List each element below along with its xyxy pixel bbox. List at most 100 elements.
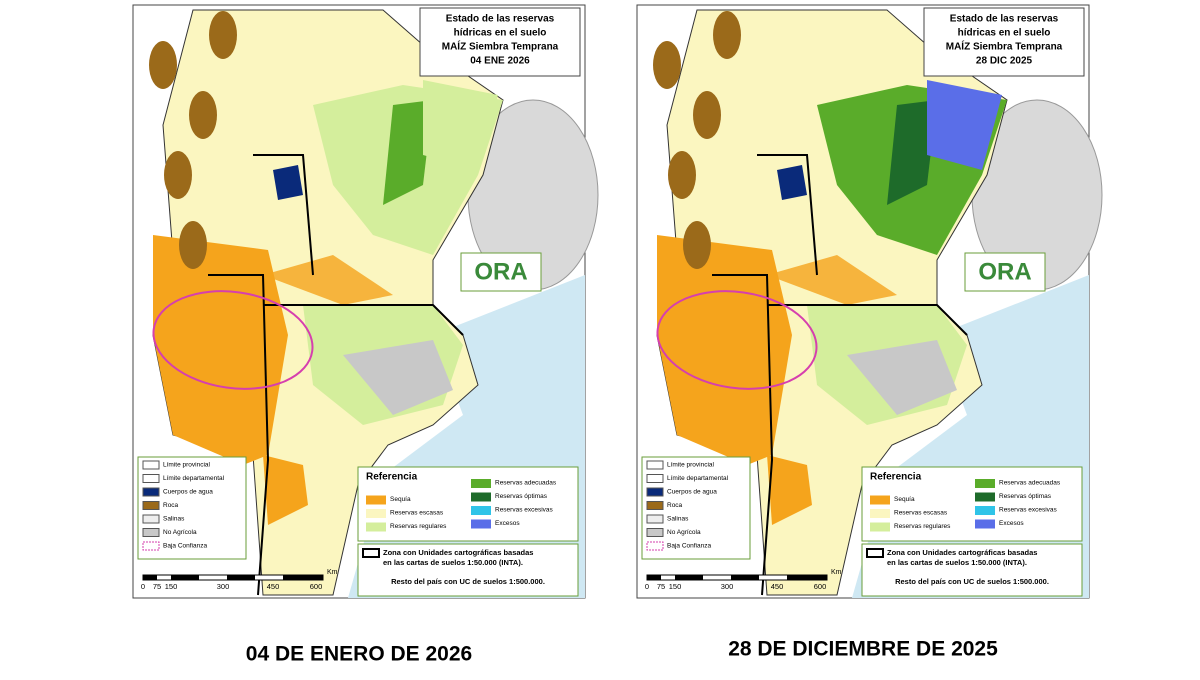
legend-label: Cuerpos de agua [667, 489, 717, 496]
water-body [777, 165, 807, 200]
legend-label: Roca [667, 502, 683, 509]
province-border [263, 304, 464, 336]
region-roca [693, 91, 721, 139]
scale-segment [283, 575, 323, 580]
reference-label: Reservas óptimas [999, 493, 1052, 500]
legend-swatch [646, 487, 664, 497]
reference-title: Referencia [870, 472, 922, 483]
legend-label: Límite provincial [667, 462, 715, 469]
scale-tick: 150 [669, 582, 682, 591]
legend-label: Límite departamental [163, 475, 225, 482]
scale-unit: Km [831, 569, 842, 576]
scale-tick: 0 [141, 582, 145, 591]
province-border [253, 154, 314, 276]
region-no-agricola [343, 340, 453, 415]
zone-note-box [357, 543, 579, 597]
region-roca [209, 11, 237, 59]
reference-label: Reservas óptimas [495, 493, 548, 500]
legend-swatch [142, 528, 160, 537]
legend-label: Límite departamental [667, 475, 729, 482]
zone-note: Resto del país con UC de suelos 1:500.00… [391, 577, 545, 586]
scale-tick: 300 [217, 582, 230, 591]
scale-tick: 600 [814, 582, 827, 591]
low-confidence-zone [152, 290, 314, 390]
region-roca [713, 11, 741, 59]
map-title: Estado de las reservas [446, 14, 555, 25]
region-roca [653, 41, 681, 89]
region-sequia [153, 235, 288, 465]
map-caption: 04 DE ENERO DE 2026 [246, 643, 472, 666]
map-caption: 28 DE DICIEMBRE DE 2025 [728, 638, 998, 661]
reference-swatch [471, 506, 491, 515]
zone-swatch [362, 548, 380, 558]
scale-segment [171, 575, 199, 580]
scale-tick: 300 [721, 582, 734, 591]
legend-label: Salinas [163, 516, 185, 523]
region-sequia [767, 255, 897, 305]
reference-label: Excesos [495, 520, 520, 527]
legend-swatch [646, 541, 664, 551]
map-title: MAÍZ Siembra Temprana [442, 40, 559, 53]
reference-label: Excesos [999, 520, 1024, 527]
legend-swatch [646, 514, 664, 524]
legend-swatch [646, 528, 664, 537]
reference-title: Referencia [366, 472, 418, 483]
legend-swatch [646, 460, 664, 470]
reference-swatch [975, 506, 995, 515]
legend-label: Límite provincial [163, 462, 211, 469]
legend-swatch [646, 474, 664, 483]
reference-swatch [975, 492, 995, 502]
reference-box [357, 466, 579, 542]
region-optimas [383, 100, 433, 205]
zone-note: Zona con Unidades cartográficas basadas [887, 548, 1037, 557]
map-title: MAÍZ Siembra Temprana [946, 40, 1063, 53]
reference-swatch [366, 495, 386, 505]
region-sequia [263, 455, 308, 525]
legend-label: Baja Confianza [667, 543, 711, 550]
legend-swatch [142, 487, 160, 497]
scale-segment [731, 575, 759, 580]
legend-swatch [142, 541, 160, 551]
map-title: 28 DIC 2025 [976, 56, 1033, 67]
reference-swatch [471, 519, 491, 529]
region-sequia [263, 255, 393, 305]
map-title: hídricas en el suelo [958, 28, 1051, 39]
title-box [419, 7, 581, 77]
map-panel: Estado de las reservas hídricas en el sue… [132, 4, 599, 599]
region-roca [179, 221, 207, 269]
zone-swatch [866, 548, 884, 558]
scale-tick: 150 [165, 582, 178, 591]
reference-label: Reservas excesivas [495, 507, 554, 514]
reference-swatch [975, 519, 995, 529]
scale-segment [143, 575, 157, 580]
province-border [767, 304, 968, 336]
zone-note-box [861, 543, 1083, 597]
scale-tick: 0 [645, 582, 649, 591]
region-no-agricola [847, 340, 957, 415]
region-sequia [657, 235, 792, 465]
reference-label: Reservas regulares [894, 523, 951, 530]
reference-swatch [471, 479, 491, 488]
reference-swatch [870, 509, 890, 518]
legend-label: Roca [163, 502, 179, 509]
scale-tick: 450 [771, 582, 784, 591]
low-confidence-zone [656, 290, 818, 390]
zone-note: Zona con Unidades cartográficas basadas [383, 548, 533, 557]
map-title: 04 ENE 2026 [470, 56, 530, 67]
map-panel: Estado de las reservas hídricas en el sue… [636, 4, 1103, 599]
legend-label: No Agrícola [163, 529, 197, 536]
map-title: Estado de las reservas [950, 14, 1059, 25]
reference-label: Reservas escasas [390, 510, 444, 517]
reference-swatch [870, 495, 890, 505]
scale-tick: 450 [267, 582, 280, 591]
scale-segment [647, 575, 661, 580]
scale-segment [675, 575, 703, 580]
water-body [273, 165, 303, 200]
logo: ORA [978, 258, 1031, 285]
legend-swatch [142, 460, 160, 470]
reference-label: Reservas regulares [390, 523, 447, 530]
legend-label: No Agrícola [667, 529, 701, 536]
reference-swatch [471, 492, 491, 502]
legend-swatch [646, 501, 664, 510]
legend-swatch [142, 474, 160, 483]
